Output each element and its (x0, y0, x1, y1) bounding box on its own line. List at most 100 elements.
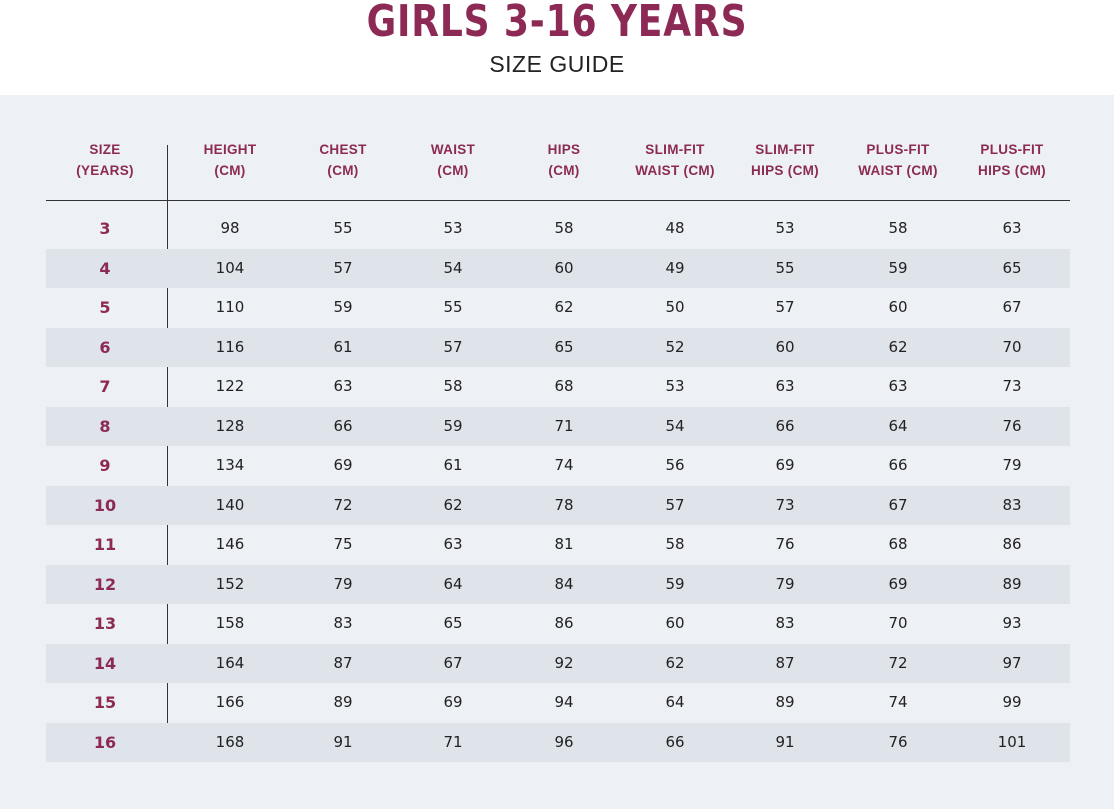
measurement-cell: 65 (554, 337, 574, 356)
measurement-cell: 74 (888, 693, 908, 711)
table-row: 13 158 83 65 86 60 83 70 93 (46, 604, 1070, 644)
measurement-cell: 158 (215, 614, 245, 632)
measurement-cell: 66 (775, 416, 795, 435)
measurement-cell: 56 (665, 456, 685, 474)
measurement-cell: 69 (888, 574, 908, 593)
column-header: PLUS-FIT HIPS (CM) (952, 139, 1072, 183)
measurement-cell: 75 (333, 535, 353, 553)
measurement-cell: 122 (215, 377, 245, 395)
measurement-cell: 86 (554, 614, 574, 632)
measurement-cell: 65 (443, 614, 463, 632)
measurement-cell: 53 (775, 219, 795, 237)
table-row: 8 128 66 59 71 54 66 64 76 (46, 406, 1070, 446)
measurement-cell: 58 (554, 219, 574, 237)
measurement-cell: 68 (554, 377, 574, 395)
measurement-cell: 67 (1002, 298, 1022, 316)
measurement-cell: 57 (665, 495, 685, 514)
measurement-cell: 70 (888, 614, 908, 632)
column-header: SLIM-FIT HIPS (CM) (725, 139, 845, 183)
measurement-cell: 55 (775, 258, 795, 277)
measurement-cell: 60 (665, 614, 685, 632)
measurement-cell: 57 (443, 337, 463, 356)
size-cell: 11 (93, 535, 117, 554)
measurement-cell: 53 (665, 377, 685, 395)
measurement-cell: 92 (554, 653, 574, 672)
column-header-line: HIPS (CM) (751, 163, 819, 178)
column-header-line: PLUS-FIT (980, 142, 1044, 157)
measurement-cell: 66 (333, 416, 353, 435)
measurement-cell: 91 (333, 732, 353, 751)
column-header-line: (CM) (437, 163, 469, 178)
measurement-cell: 55 (333, 219, 353, 237)
header: GIRLS 3-16 YEARS SIZE GUIDE (0, 0, 1114, 95)
column-header-line: WAIST (CM) (635, 163, 715, 178)
measurement-cell: 63 (1002, 219, 1022, 237)
measurement-cell: 99 (1002, 693, 1022, 711)
column-header-line: HEIGHT (203, 142, 257, 157)
measurement-cell: 53 (443, 219, 463, 237)
measurement-cell: 152 (215, 574, 245, 593)
measurement-cell: 76 (1002, 416, 1022, 435)
measurement-cell: 62 (665, 653, 685, 672)
measurement-cell: 73 (1002, 377, 1022, 395)
measurement-cell: 61 (333, 337, 353, 356)
column-header-line: HIPS (CM) (978, 163, 1046, 178)
measurement-cell: 54 (443, 258, 463, 277)
column-header: CHEST (CM) (283, 139, 403, 183)
measurement-cell: 76 (888, 732, 908, 751)
measurement-cell: 58 (443, 377, 463, 395)
measurement-cell: 76 (775, 535, 795, 553)
table-row: 15 166 89 69 94 64 89 74 99 (46, 683, 1070, 723)
measurement-cell: 78 (554, 495, 574, 514)
measurement-cell: 87 (333, 653, 353, 672)
table-row: 3 98 55 53 58 48 53 58 63 (46, 209, 1070, 249)
column-header-line: WAIST (430, 142, 476, 157)
size-cell: 9 (99, 456, 111, 475)
measurement-cell: 166 (215, 693, 245, 711)
measurement-cell: 97 (1002, 653, 1022, 672)
column-header: SLIM-FIT WAIST (CM) (615, 139, 735, 183)
measurement-cell: 101 (997, 732, 1027, 751)
column-header: SIZE (YEARS) (45, 139, 165, 183)
column-header: HIPS (CM) (504, 139, 624, 183)
measurement-cell: 54 (665, 416, 685, 435)
measurement-cell: 63 (888, 377, 908, 395)
measurement-cell: 66 (665, 732, 685, 751)
size-cell: 6 (99, 337, 111, 357)
size-cell: 15 (93, 693, 117, 712)
measurement-cell: 67 (443, 653, 463, 672)
measurement-cell: 63 (333, 377, 353, 395)
size-cell: 13 (93, 614, 117, 633)
measurement-cell: 60 (554, 258, 574, 277)
measurement-cell: 84 (554, 574, 574, 593)
size-cell: 3 (99, 219, 111, 238)
measurement-cell: 66 (888, 456, 908, 474)
measurement-cell: 69 (443, 693, 463, 711)
measurement-cell: 83 (333, 614, 353, 632)
table-row: 12 152 79 64 84 59 79 69 89 (46, 564, 1070, 604)
measurement-cell: 70 (1002, 337, 1022, 356)
size-cell: 16 (93, 732, 117, 752)
measurement-cell: 73 (775, 495, 795, 514)
measurement-cell: 67 (888, 495, 908, 514)
column-header-line: WAIST (CM) (858, 163, 938, 178)
measurement-cell: 62 (443, 495, 463, 514)
measurement-cell: 96 (554, 732, 574, 751)
measurement-cell: 57 (333, 258, 353, 277)
measurement-cell: 64 (443, 574, 463, 593)
column-header: HEIGHT (CM) (170, 139, 290, 183)
measurement-cell: 71 (443, 732, 463, 751)
table-row: 4 104 57 54 60 49 55 59 65 (46, 248, 1070, 288)
measurement-cell: 58 (665, 535, 685, 553)
measurement-cell: 60 (888, 298, 908, 316)
measurement-cell: 59 (888, 258, 908, 277)
measurement-cell: 89 (333, 693, 353, 711)
measurement-cell: 68 (888, 535, 908, 553)
size-cell: 4 (99, 258, 111, 278)
table-row: 11 146 75 63 81 58 76 68 86 (46, 525, 1070, 565)
measurement-cell: 134 (215, 456, 245, 474)
size-cell: 14 (93, 653, 117, 673)
column-header-line: HIPS (547, 142, 581, 157)
column-header-line: (CM) (327, 163, 359, 178)
measurement-cell: 59 (443, 416, 463, 435)
